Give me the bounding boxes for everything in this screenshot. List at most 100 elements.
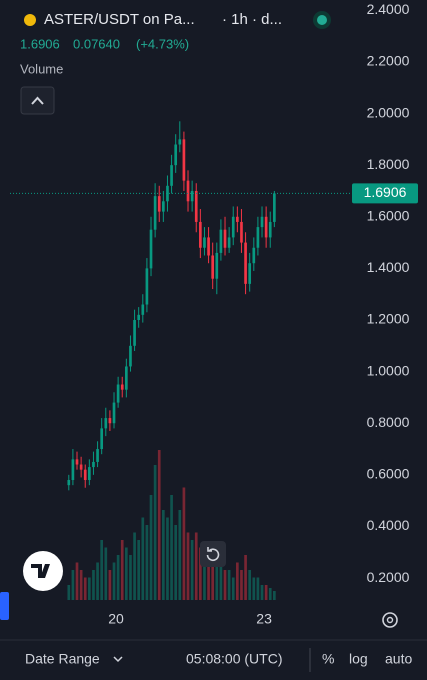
symbol-icon [24,14,36,26]
candle-body [248,263,252,284]
volume-bar [199,547,202,600]
volume-bar [252,577,256,600]
logo-mark [31,564,50,578]
plot-area: 2.4000 2.2000 2.0000 1.8000 1.6000 1.4000 1.20… [10,1,418,627]
candle-body [182,139,186,181]
volume-bar [182,487,186,600]
volume-bar [79,570,83,600]
candle-body [273,193,276,222]
candle-body [190,190,194,202]
volume-bar [145,525,149,600]
candle-body [125,366,128,390]
symbol[interactable]: ASTER/USDT on Pa... [44,11,195,28]
candle-body [203,237,206,248]
interval[interactable]: · 1h · d... [222,11,282,28]
candle-body [120,384,124,390]
volume-bar [125,547,128,600]
date-range-chevron [113,656,123,663]
volume-bar [248,570,252,600]
volume-bar [104,547,108,600]
y-tick-label: 1.0000 [367,362,410,378]
candle-body [67,480,71,486]
settings-icon [386,616,394,624]
candle-body [207,237,210,256]
volume-bar [264,585,268,600]
candle-body [88,467,91,480]
candle-body [145,268,149,305]
volume-bar [141,517,145,600]
candle-body [79,464,83,470]
candle-body [129,345,132,367]
volume-bar [178,510,182,600]
y-tick-label: 2.0000 [367,104,410,120]
candle-body [153,196,157,230]
volume-bar [273,591,276,600]
candle-body [240,221,243,243]
settings-button[interactable] [382,612,398,628]
volume-bar [207,562,210,600]
volume-bar [120,540,124,600]
candle-body [268,221,272,238]
volume-bar [92,570,95,600]
collapse-button[interactable] [20,86,55,115]
change-pct: (+4.73%) [136,36,189,51]
volume-bar [190,540,194,600]
y-tick-label: 0.2000 [367,569,410,585]
date-range[interactable]: Date Range [25,651,100,667]
candle-body [83,469,87,480]
volume-bar [256,577,260,600]
clock[interactable]: 05:08:00 (UTC) [186,651,282,667]
status-dot [317,15,327,25]
candle-body [157,196,161,212]
candle-body [112,402,116,424]
candle-body [116,384,120,403]
percent-toggle[interactable]: % [322,651,334,667]
last-price-label: 1.6906 [364,184,407,200]
x-tick-label: 23 [256,611,272,627]
candle-body [92,461,95,468]
candle-body [141,304,145,315]
y-tick-label: 2.4000 [367,1,410,17]
candle-body [162,201,165,212]
candle-body [170,165,173,186]
last-price-box [352,183,418,204]
volume-bar [268,588,272,600]
y-tick-label: 0.4000 [367,517,410,533]
volume-bar [88,577,91,600]
candle-body [199,221,202,248]
candle-body [149,229,153,269]
reset-button[interactable] [200,541,226,567]
volume-bar [112,562,116,600]
y-tick-label: 0.8000 [367,414,410,430]
x-tick-label: 20 [108,611,124,627]
volume-bar [219,562,223,600]
y-tick-label: 1.6000 [367,207,410,223]
auto-toggle[interactable]: auto [385,651,412,667]
y-tick-label: 1.8000 [367,156,410,172]
price: 1.6906 [20,36,60,51]
candle-body [244,242,247,284]
y-tick-label: 1.4000 [367,259,410,275]
collapse-icon [31,96,44,105]
candle-body [236,216,239,222]
candle-body [178,139,182,145]
candle-body [231,216,235,238]
side-tab[interactable] [0,592,9,620]
candle-body [100,428,104,450]
volume-bar [157,450,161,600]
volume-bar [223,570,227,600]
candle-body [186,180,190,202]
volume-bar [116,555,120,600]
volume-bar [100,540,104,600]
volume-bar [166,517,169,600]
candle-body [215,252,219,279]
volume-label: Volume [20,61,63,76]
y-tick-label: 1.2000 [367,311,410,327]
change: 0.07640 [73,36,120,51]
log-toggle[interactable]: log [349,651,368,667]
volume-bar [186,532,190,600]
y-tick-label: 2.2000 [367,53,410,69]
volume-bar [211,555,215,600]
candle-body [256,227,260,248]
